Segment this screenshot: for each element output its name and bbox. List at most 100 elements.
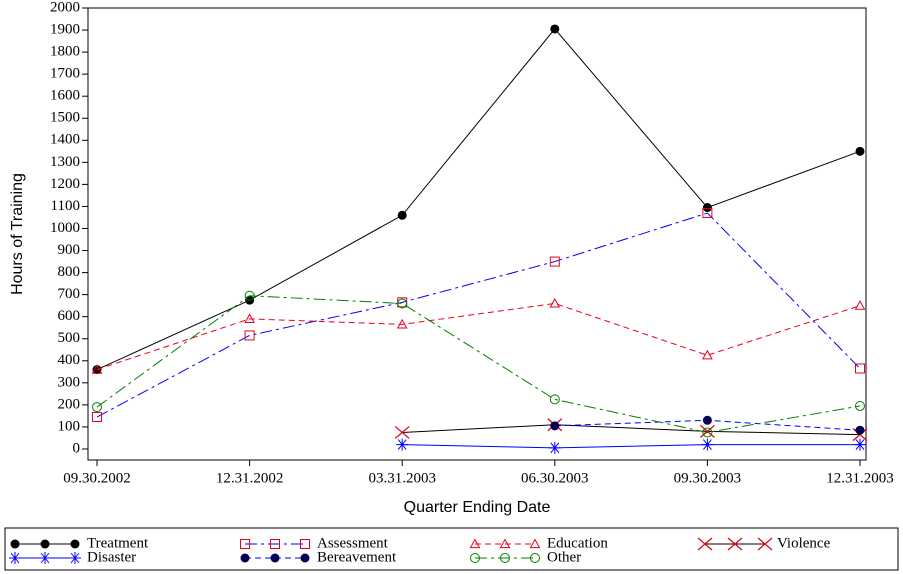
marker-shape xyxy=(702,349,713,360)
marker-shape xyxy=(92,412,102,423)
x-tick-label: 03.31.2003 xyxy=(368,470,436,486)
legend-marker xyxy=(529,538,541,549)
y-tick-label: 1400 xyxy=(50,132,80,148)
marker-shape xyxy=(397,210,407,220)
marker-shape xyxy=(702,427,713,438)
point xyxy=(855,146,865,156)
point xyxy=(397,210,407,220)
y-tick-label: 800 xyxy=(58,264,81,280)
y-tick-label: 1900 xyxy=(50,21,80,37)
legend-label: Violence xyxy=(777,535,831,551)
point xyxy=(549,394,560,405)
marker-shape xyxy=(701,438,714,451)
legend-marker xyxy=(530,553,540,563)
y-tick-label: 1500 xyxy=(50,110,80,126)
marker-shape xyxy=(549,297,561,308)
y-tick-label: 900 xyxy=(58,242,81,258)
marker-shape xyxy=(855,146,865,156)
series-line xyxy=(402,444,860,449)
x-tick-label: 12.31.2002 xyxy=(216,470,284,486)
point xyxy=(702,349,713,360)
legend-marker xyxy=(9,552,21,564)
point xyxy=(855,363,865,374)
marker-shape xyxy=(270,553,280,563)
point xyxy=(91,364,103,374)
marker-shape xyxy=(244,330,255,341)
marker-shape xyxy=(69,552,81,564)
marker-shape xyxy=(70,539,80,549)
marker-shape xyxy=(855,425,865,435)
series-line xyxy=(96,302,861,371)
point xyxy=(549,297,561,308)
x-tick-label: 12.31.2003 xyxy=(826,470,894,486)
legend-marker xyxy=(69,552,81,564)
legend-label: Assessment xyxy=(317,535,389,551)
plot-frame xyxy=(87,7,867,461)
marker-shape xyxy=(530,553,540,563)
marker-shape xyxy=(549,394,560,405)
legend-label: Bereavement xyxy=(317,549,397,565)
marker-shape xyxy=(240,539,250,549)
point xyxy=(854,300,866,310)
point xyxy=(244,330,255,341)
x-tick-label: 09.30.2002 xyxy=(63,470,131,486)
marker-shape xyxy=(469,538,481,549)
point xyxy=(396,438,409,451)
y-tick-label: 1100 xyxy=(51,198,80,214)
point xyxy=(702,427,713,438)
point xyxy=(702,203,712,213)
y-tick-label: 600 xyxy=(58,308,81,324)
legend-marker xyxy=(757,537,773,551)
point xyxy=(397,298,408,309)
marker-shape xyxy=(396,318,408,329)
point xyxy=(244,313,255,323)
legend-marker xyxy=(300,539,310,549)
series-line xyxy=(402,424,861,436)
marker-shape xyxy=(727,537,743,551)
marker-shape xyxy=(702,415,712,425)
legend-frame xyxy=(4,527,899,571)
point xyxy=(550,24,560,34)
legend-marker xyxy=(499,538,511,549)
y-tick-label: 1300 xyxy=(50,154,80,170)
marker-shape xyxy=(550,421,560,431)
marker-shape xyxy=(855,400,865,411)
legend-label: Treatment xyxy=(87,535,149,551)
point xyxy=(701,438,714,451)
marker-shape xyxy=(697,537,713,551)
y-tick-label: 1000 xyxy=(50,220,80,236)
point xyxy=(702,415,712,425)
point xyxy=(244,290,255,301)
x-axis-title: Quarter Ending Date xyxy=(404,499,551,516)
marker-shape xyxy=(470,553,480,563)
marker-shape xyxy=(244,313,255,323)
marker-shape xyxy=(550,24,560,34)
legend-marker xyxy=(270,553,280,563)
point xyxy=(699,424,715,438)
marker-shape xyxy=(702,203,712,213)
point xyxy=(854,438,866,451)
marker-shape xyxy=(854,300,866,310)
marker-shape xyxy=(397,298,408,309)
x-tick-label: 09.30.2003 xyxy=(674,470,742,486)
legend-marker xyxy=(240,539,250,549)
legend-marker xyxy=(697,537,713,551)
legend-marker xyxy=(240,553,250,563)
legend-marker xyxy=(727,537,743,551)
marker-shape xyxy=(10,539,20,549)
legend-marker xyxy=(10,539,20,549)
legend-marker xyxy=(500,553,510,563)
point xyxy=(396,318,408,329)
x-tick-label: 06.30.2003 xyxy=(521,470,589,486)
y-tick-label: 100 xyxy=(58,418,81,434)
marker-shape xyxy=(548,441,561,454)
series-line xyxy=(96,295,861,433)
y-tick-label: 1600 xyxy=(50,88,80,104)
marker-shape xyxy=(702,208,713,219)
marker-shape xyxy=(92,402,102,413)
point xyxy=(92,412,102,423)
marker-shape xyxy=(500,553,510,563)
marker-shape xyxy=(270,539,280,549)
marker-shape xyxy=(549,256,560,267)
